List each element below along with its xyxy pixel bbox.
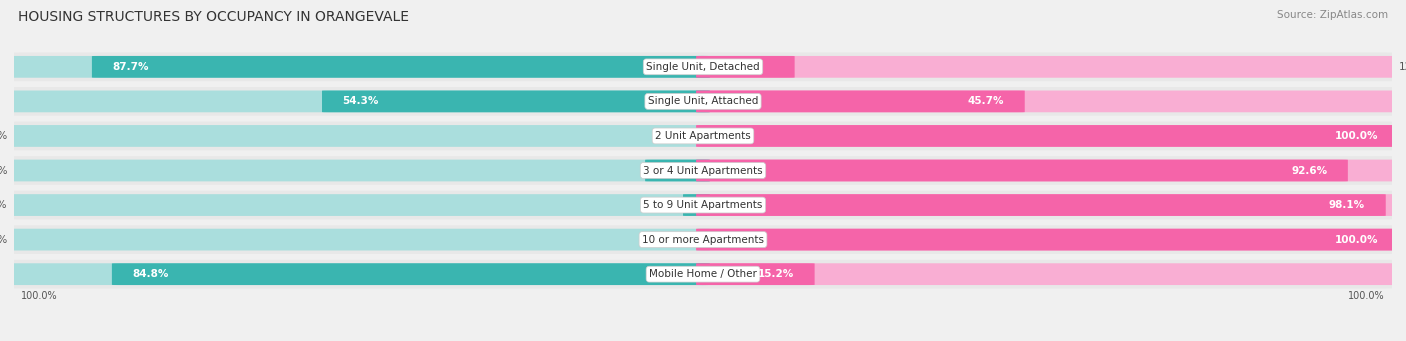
FancyBboxPatch shape [7, 194, 710, 216]
Text: 1.9%: 1.9% [0, 200, 7, 210]
FancyBboxPatch shape [91, 56, 710, 78]
Text: 0.0%: 0.0% [0, 235, 7, 244]
FancyBboxPatch shape [696, 56, 1399, 78]
FancyBboxPatch shape [0, 122, 1406, 150]
FancyBboxPatch shape [7, 229, 710, 251]
Text: 92.6%: 92.6% [1291, 165, 1327, 176]
Text: 45.7%: 45.7% [967, 97, 1004, 106]
FancyBboxPatch shape [0, 191, 1406, 219]
Text: 7.4%: 7.4% [0, 165, 7, 176]
Text: 84.8%: 84.8% [132, 269, 169, 279]
FancyBboxPatch shape [322, 90, 710, 112]
FancyBboxPatch shape [0, 225, 1406, 254]
FancyBboxPatch shape [696, 125, 1399, 147]
FancyBboxPatch shape [696, 90, 1025, 112]
Text: Source: ZipAtlas.com: Source: ZipAtlas.com [1277, 10, 1388, 20]
FancyBboxPatch shape [7, 90, 710, 112]
Text: 5 to 9 Unit Apartments: 5 to 9 Unit Apartments [644, 200, 762, 210]
Text: 100.0%: 100.0% [1334, 131, 1378, 141]
FancyBboxPatch shape [112, 263, 710, 285]
FancyBboxPatch shape [696, 160, 1348, 181]
FancyBboxPatch shape [0, 87, 1406, 116]
Text: 15.2%: 15.2% [758, 269, 794, 279]
Text: 100.0%: 100.0% [21, 291, 58, 300]
FancyBboxPatch shape [645, 160, 710, 181]
Text: 12.3%: 12.3% [1399, 62, 1406, 72]
Text: 2 Unit Apartments: 2 Unit Apartments [655, 131, 751, 141]
FancyBboxPatch shape [696, 125, 1399, 147]
FancyBboxPatch shape [7, 263, 710, 285]
FancyBboxPatch shape [696, 194, 1399, 216]
FancyBboxPatch shape [0, 53, 1406, 81]
FancyBboxPatch shape [696, 194, 1386, 216]
Text: 98.1%: 98.1% [1329, 200, 1365, 210]
FancyBboxPatch shape [0, 260, 1406, 288]
FancyBboxPatch shape [696, 229, 1399, 251]
Text: HOUSING STRUCTURES BY OCCUPANCY IN ORANGEVALE: HOUSING STRUCTURES BY OCCUPANCY IN ORANG… [18, 10, 409, 24]
Text: Mobile Home / Other: Mobile Home / Other [650, 269, 756, 279]
FancyBboxPatch shape [7, 125, 710, 147]
Text: 100.0%: 100.0% [1348, 291, 1385, 300]
FancyBboxPatch shape [696, 160, 1399, 181]
FancyBboxPatch shape [696, 263, 1399, 285]
Text: 87.7%: 87.7% [112, 62, 149, 72]
FancyBboxPatch shape [696, 263, 814, 285]
FancyBboxPatch shape [7, 56, 710, 78]
Text: 100.0%: 100.0% [1334, 235, 1378, 244]
FancyBboxPatch shape [696, 90, 1399, 112]
FancyBboxPatch shape [683, 194, 710, 216]
Text: 54.3%: 54.3% [343, 97, 380, 106]
FancyBboxPatch shape [696, 56, 794, 78]
Text: Single Unit, Attached: Single Unit, Attached [648, 97, 758, 106]
Text: Single Unit, Detached: Single Unit, Detached [647, 62, 759, 72]
FancyBboxPatch shape [0, 156, 1406, 185]
Text: 0.0%: 0.0% [0, 131, 7, 141]
FancyBboxPatch shape [696, 229, 1399, 251]
Text: 10 or more Apartments: 10 or more Apartments [643, 235, 763, 244]
FancyBboxPatch shape [7, 160, 710, 181]
Text: 3 or 4 Unit Apartments: 3 or 4 Unit Apartments [643, 165, 763, 176]
